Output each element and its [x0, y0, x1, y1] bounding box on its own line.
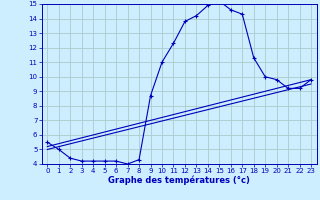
X-axis label: Graphe des températures (°c): Graphe des températures (°c): [108, 176, 250, 185]
